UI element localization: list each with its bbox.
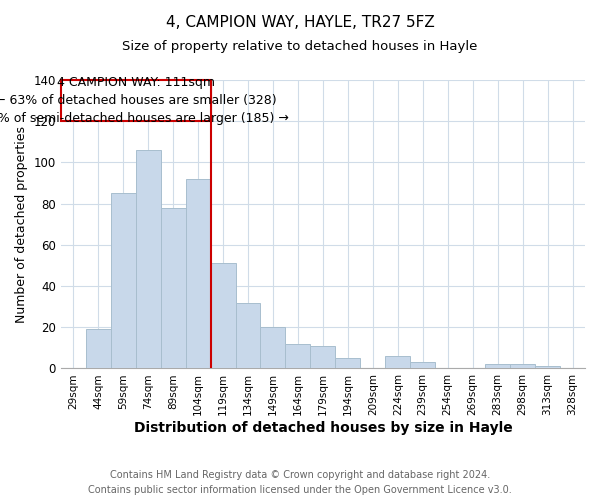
Bar bbox=[385, 356, 410, 368]
Bar bbox=[211, 264, 236, 368]
Text: Size of property relative to detached houses in Hayle: Size of property relative to detached ho… bbox=[122, 40, 478, 53]
Bar bbox=[535, 366, 560, 368]
Bar bbox=[185, 179, 211, 368]
Bar bbox=[136, 150, 161, 368]
Bar bbox=[410, 362, 435, 368]
Text: 4 CAMPION WAY: 111sqm
← 63% of detached houses are smaller (328)
36% of semi-det: 4 CAMPION WAY: 111sqm ← 63% of detached … bbox=[0, 76, 289, 125]
Bar bbox=[286, 344, 310, 368]
Bar bbox=[510, 364, 535, 368]
Text: 4, CAMPION WAY, HAYLE, TR27 5FZ: 4, CAMPION WAY, HAYLE, TR27 5FZ bbox=[166, 15, 434, 30]
Bar bbox=[310, 346, 335, 368]
Bar bbox=[335, 358, 361, 368]
Y-axis label: Number of detached properties: Number of detached properties bbox=[15, 126, 28, 322]
X-axis label: Distribution of detached houses by size in Hayle: Distribution of detached houses by size … bbox=[134, 421, 512, 435]
Bar bbox=[485, 364, 510, 368]
Bar bbox=[161, 208, 185, 368]
Bar bbox=[86, 330, 111, 368]
Bar bbox=[260, 327, 286, 368]
Text: Contains public sector information licensed under the Open Government Licence v3: Contains public sector information licen… bbox=[88, 485, 512, 495]
Bar bbox=[236, 302, 260, 368]
Bar bbox=[111, 194, 136, 368]
Text: Contains HM Land Registry data © Crown copyright and database right 2024.: Contains HM Land Registry data © Crown c… bbox=[110, 470, 490, 480]
